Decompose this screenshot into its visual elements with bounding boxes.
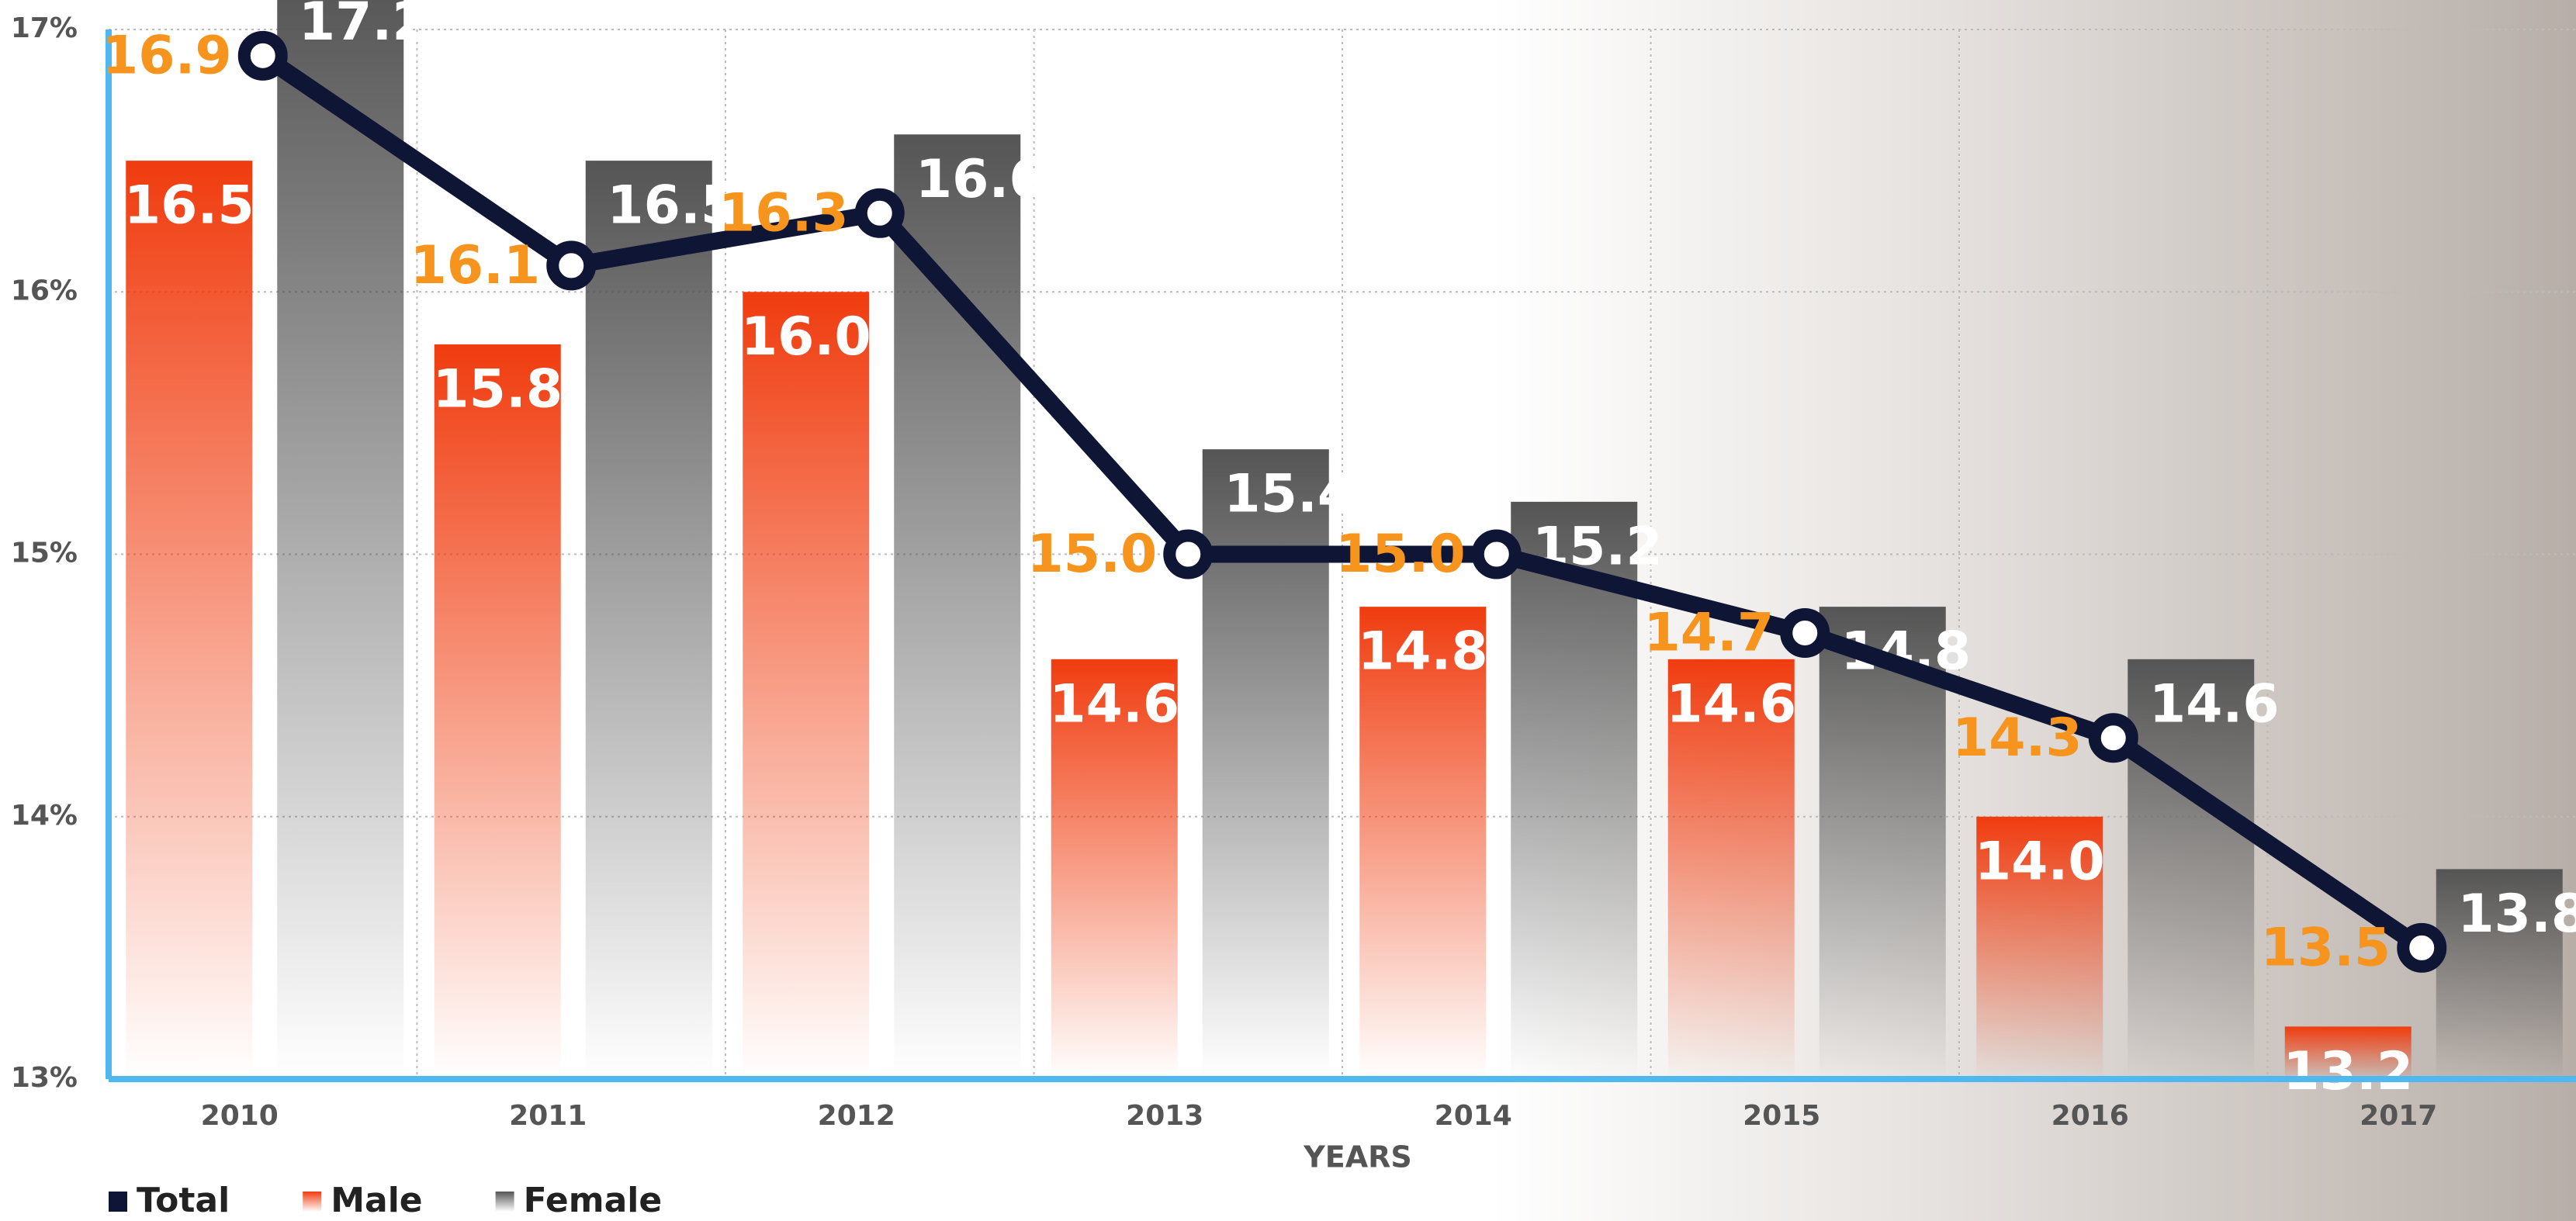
line-value-label: 15.0 xyxy=(1335,524,1466,585)
bar xyxy=(2128,659,2255,1079)
line-value-label: 13.5 xyxy=(2260,917,2391,978)
bar xyxy=(1819,607,1946,1079)
line-value-label: 16.3 xyxy=(718,182,849,244)
x-tick-label: 2012 xyxy=(818,1100,895,1132)
legend-swatch xyxy=(303,1192,322,1212)
legend-swatch xyxy=(109,1192,127,1212)
line-value-label: 16.1 xyxy=(410,235,540,296)
bar-value-label: 14.8 xyxy=(1358,621,1488,683)
bar-value-label: 14.6 xyxy=(2149,673,2280,735)
bar-value-label: 15.8 xyxy=(432,358,563,420)
line-value-label: 14.7 xyxy=(1643,603,1774,664)
bar xyxy=(277,0,404,1080)
bar-value-label: 13.8 xyxy=(2457,884,2576,945)
legend-label: Total xyxy=(137,1181,230,1220)
x-tick-label: 2015 xyxy=(1743,1100,1820,1132)
bar-value-label: 17.2 xyxy=(299,0,429,53)
point xyxy=(854,188,905,238)
x-tick-label: 2014 xyxy=(1435,1100,1512,1132)
point xyxy=(546,240,597,291)
x-tick-label: 2017 xyxy=(2360,1100,2437,1132)
bar xyxy=(126,161,253,1079)
bar-value-label: 14.0 xyxy=(1975,831,2105,892)
line-value-label: 14.3 xyxy=(1952,707,2083,769)
point xyxy=(1163,529,1214,579)
line-value-label: 16.9 xyxy=(102,25,232,86)
point xyxy=(237,30,288,81)
y-tick-label: 16% xyxy=(11,275,78,306)
line xyxy=(258,48,2427,955)
bar xyxy=(2436,869,2563,1079)
point xyxy=(1780,607,1830,658)
bar-value-label: 14.6 xyxy=(1666,673,1796,735)
point xyxy=(1471,529,1522,579)
point xyxy=(2088,713,2138,763)
bar xyxy=(1667,659,1795,1079)
line-value-label: 15.0 xyxy=(1027,524,1157,585)
bar xyxy=(1202,449,1329,1079)
x-tick-label: 2013 xyxy=(1126,1100,1203,1132)
bar-value-label: 16.5 xyxy=(124,175,254,237)
bar xyxy=(1976,816,2103,1079)
bar-value-label: 16.0 xyxy=(741,306,871,368)
x-axis-label: YEARS xyxy=(1303,1140,1412,1174)
x-tick-label: 2016 xyxy=(2051,1100,2129,1132)
y-tick-label: 14% xyxy=(11,800,78,832)
y-tick-label: 13% xyxy=(11,1062,78,1094)
bar-value-label: 15.4 xyxy=(1224,464,1354,525)
bar xyxy=(1359,607,1487,1079)
legend-label: Male xyxy=(331,1181,422,1220)
point xyxy=(2397,922,2447,973)
bar xyxy=(743,292,870,1079)
y-tick-label: 17% xyxy=(11,12,78,44)
x-tick-label: 2011 xyxy=(509,1100,587,1132)
bar-value-label: 14.6 xyxy=(1049,673,1179,735)
bar-value-label: 13.2 xyxy=(2283,1041,2413,1102)
bar xyxy=(1511,501,1638,1079)
bar xyxy=(585,161,712,1079)
bar-value-label: 16.6 xyxy=(916,149,1046,210)
legend-label: Female xyxy=(524,1181,663,1220)
bar xyxy=(2284,1026,2412,1079)
bar xyxy=(1051,659,1178,1079)
bar xyxy=(894,134,1021,1079)
x-tick-label: 2010 xyxy=(201,1100,279,1132)
bar xyxy=(434,344,561,1079)
bar-value-label: 16.5 xyxy=(607,175,737,237)
y-tick-label: 15% xyxy=(11,538,78,569)
legend-swatch xyxy=(495,1192,514,1212)
